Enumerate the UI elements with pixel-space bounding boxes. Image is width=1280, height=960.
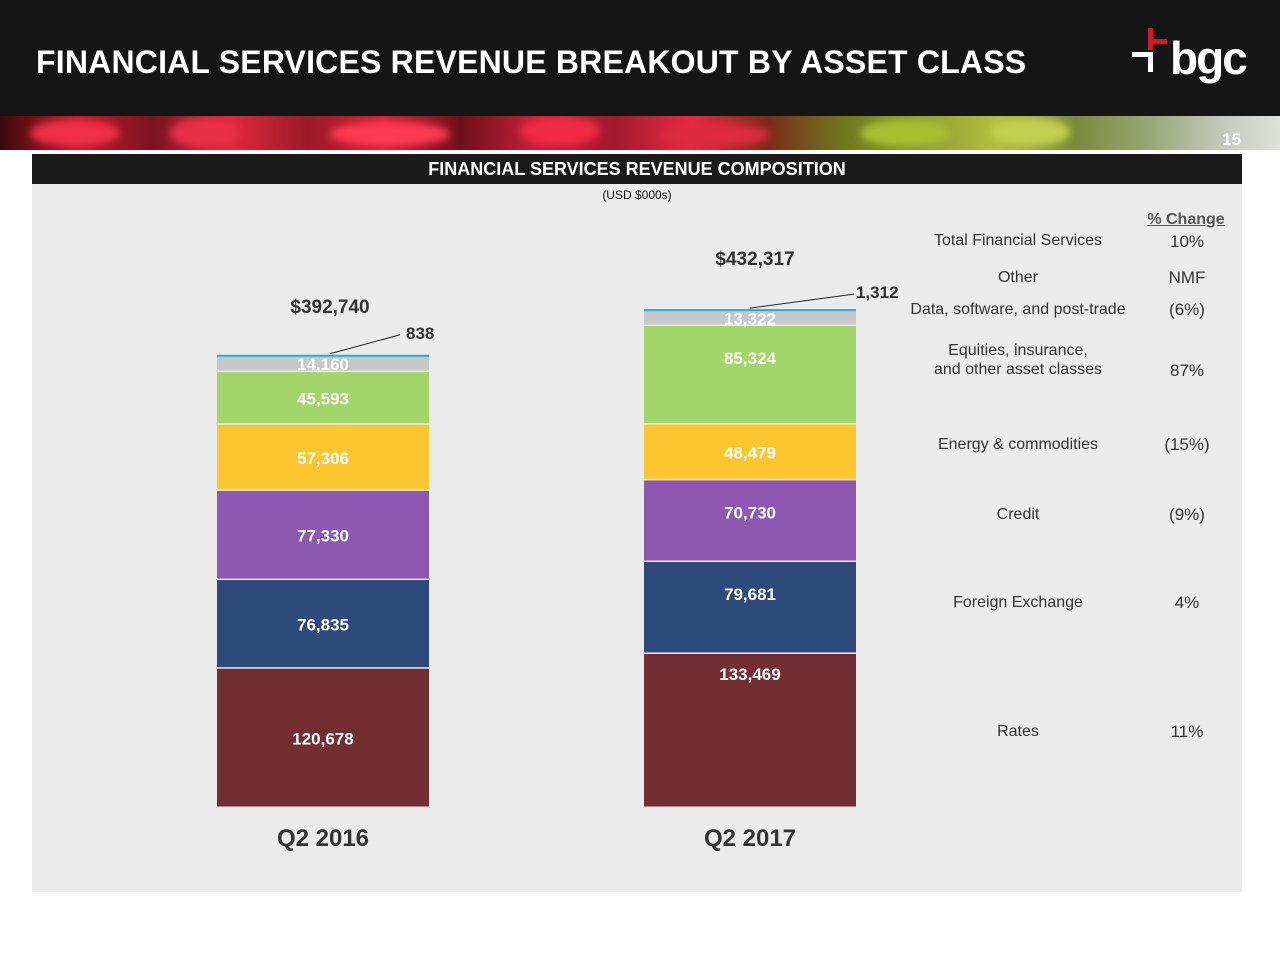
legend-credit-name: Credit (996, 506, 1040, 523)
legend-fx-name: Foreign Exchange (953, 594, 1083, 611)
legend-equities-change: 87% (1169, 361, 1205, 380)
bar-label-fx-1: 79,681 (724, 585, 776, 604)
legend-rates-change: 11% (1170, 722, 1204, 741)
legend-energy-name: Energy & commodities (937, 436, 1099, 453)
bar-label-fx-0: 76,835 (297, 615, 349, 634)
logo-cross-icon (1132, 28, 1167, 72)
legend-data-name: Data, software, and post-trade (910, 301, 1126, 318)
bar-segment-credit-1 (644, 480, 856, 561)
bar-label-equities-0: 45,593 (297, 389, 349, 408)
panel-title: FINANCIAL SERVICES REVENUE COMPOSITION (428, 159, 846, 179)
legend-credit-change: (9%) (1169, 505, 1205, 524)
category-label-1: Q2 2017 (704, 825, 796, 852)
bar-segment-credit-0 (217, 490, 429, 579)
bar-label-rates-1: 133,469 (719, 665, 780, 684)
bar-label-equities-1: 85,324 (724, 349, 777, 368)
bgc-logo: bgc (1128, 24, 1250, 96)
bar-segment-other-1 (644, 309, 856, 312)
bar-label-energy-1: 48,479 (724, 443, 776, 462)
total-label-0: $392,740 (290, 297, 369, 318)
legend-fx-change: 4% (1174, 593, 1200, 612)
change-column-header: % Change (1147, 211, 1225, 228)
legend-other-change: NMF (1168, 268, 1206, 287)
callout-label-0: 838 (406, 324, 434, 343)
photo-strip (0, 116, 1280, 150)
bar-segment-energy-1 (644, 424, 856, 479)
callout-line-1 (749, 293, 855, 309)
callout-line-0 (329, 334, 401, 355)
bar-segment-rates-0 (217, 668, 429, 807)
units-label: (USD $000s) (602, 188, 672, 202)
bar-label-data-1: 13,322 (724, 309, 776, 328)
bar-label-energy-0: 57,306 (297, 449, 349, 468)
legend-rates-name: Rates (997, 723, 1039, 740)
legend-equities-name: Equities, insurance, and other asset cla… (933, 342, 1103, 378)
bar-segment-other-0 (217, 354, 429, 357)
bar-segment-fx-0 (217, 580, 429, 668)
bar-segment-rates-1 (644, 653, 856, 807)
legend-data-change: (6%) (1169, 300, 1205, 319)
bar-segment-data-1 (644, 310, 856, 325)
bar-label-rates-0: 120,678 (292, 729, 353, 748)
logo-text: bgc (1170, 32, 1248, 84)
bar-label-credit-0: 77,330 (297, 526, 349, 545)
bar-segment-data-0 (217, 355, 429, 371)
legend-total-change: 10% (1169, 232, 1205, 251)
bar-label-credit-1: 70,730 (724, 503, 776, 522)
stacked-bar-chart: 120,678 76,835 77,330 57,306 45,593 14,160 838… (217, 249, 899, 852)
legend-other-name: Other (997, 269, 1038, 286)
bar-segment-fx-1 (644, 562, 856, 653)
bar-segment-energy-0 (217, 424, 429, 490)
chart-panel: FINANCIAL SERVICES REVENUE COMPOSITION (… (32, 154, 1242, 892)
header-bar (0, 0, 1280, 116)
bar-segment-equities-0 (217, 372, 429, 424)
total-label-1: $432,317 (715, 249, 794, 270)
page-title: FINANCIAL SERVICES REVENUE BREAKOUT BY A… (36, 44, 1027, 80)
legend-total-name: Total Financial Services (933, 232, 1103, 249)
bar-segment-equities-1 (644, 325, 856, 423)
category-label-0: Q2 2016 (277, 825, 369, 852)
panel-header (32, 154, 1242, 184)
page-number: 15 (1222, 130, 1241, 149)
callout-label-1: 1,312 (856, 283, 899, 302)
bar-label-data-0: 14,160 (297, 355, 349, 374)
legend-energy-change: (15%) (1164, 435, 1210, 454)
